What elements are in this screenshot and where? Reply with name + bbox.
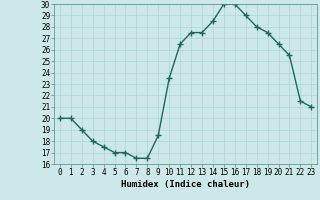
X-axis label: Humidex (Indice chaleur): Humidex (Indice chaleur)	[121, 180, 250, 189]
